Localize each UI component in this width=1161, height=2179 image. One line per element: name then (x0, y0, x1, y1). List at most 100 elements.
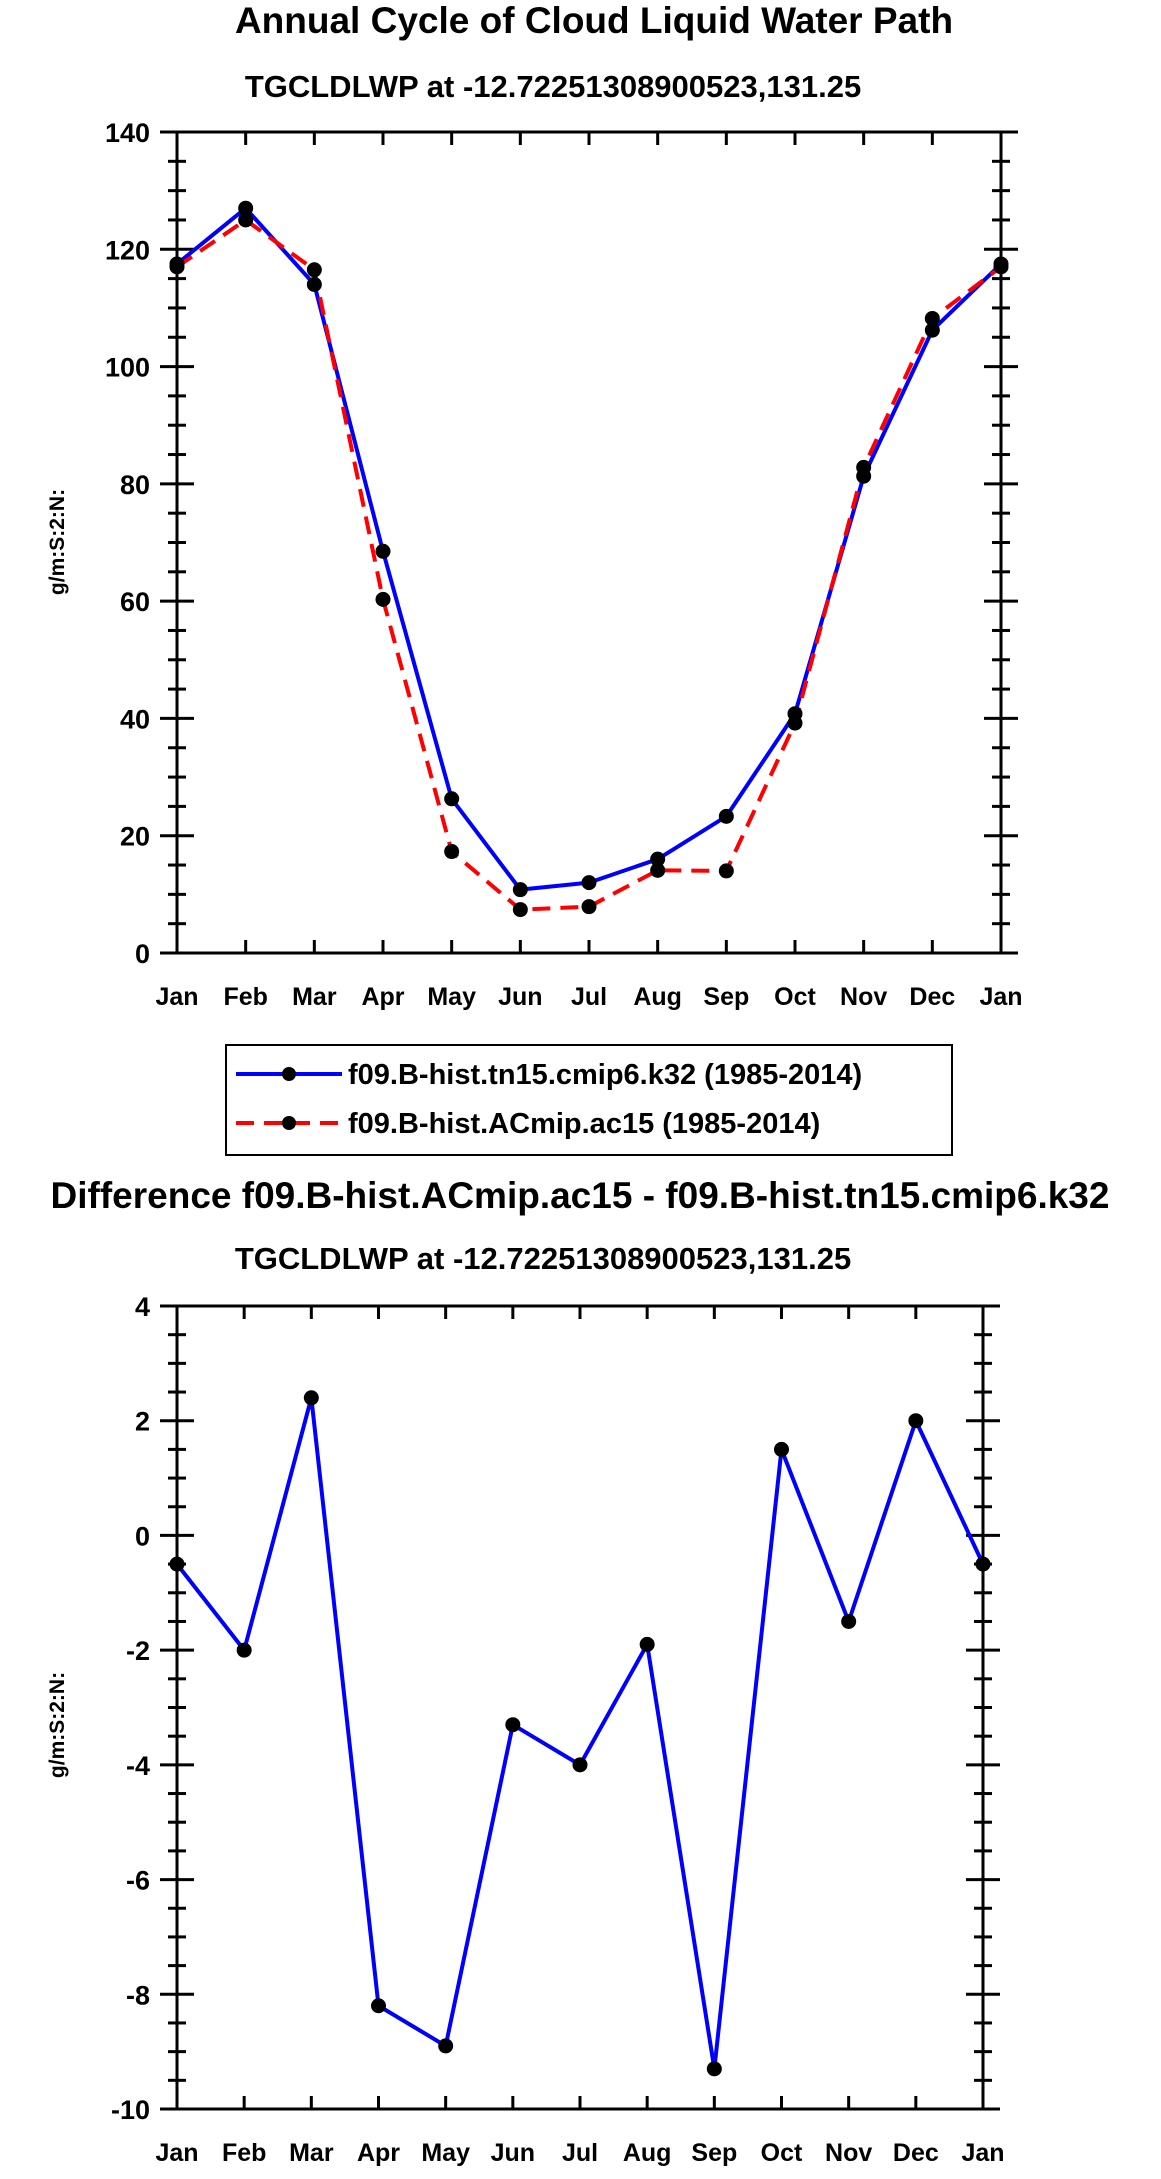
panel1-x-tick-label: Oct (774, 983, 816, 1011)
panel1-y-tick-label: 100 (105, 353, 150, 383)
legend-marker-ac15 (282, 1116, 296, 1130)
annual-cycle-panel: TGCLDLWP at -12.72251308900523,131.25 g/… (46, 69, 1023, 1011)
panel1-x-tick-label: Nov (840, 983, 887, 1011)
panel1-series-0-point (375, 543, 391, 559)
panel1-x-tick-label: Jan (155, 983, 198, 1011)
panel1-x-tick-label: Jul (571, 983, 607, 1011)
panel2-x-tick-label: Jan (155, 2139, 198, 2167)
panel2-series-0-point (908, 1413, 924, 1429)
panel2-series-line-0 (175, 1395, 985, 2071)
legend-marker-tn15 (282, 1067, 296, 1081)
panel2-series-0-point (841, 1613, 857, 1629)
panel1-y-tick-label: 40 (120, 704, 150, 734)
panel1-x-tick-label: Apr (361, 983, 404, 1011)
panel1-y-tick-labels: 0 20 40 60 80 100 120 140 (105, 118, 150, 969)
panel1-x-tick-label: Aug (633, 983, 682, 1011)
panel1-series-1-point (718, 863, 734, 879)
panel1-x-tick-label: Dec (909, 983, 955, 1011)
difference-panel: TGCLDLWP at -12.72251308900523,131.25 g/… (46, 1241, 1005, 2167)
panel2-series-0-point (572, 1757, 588, 1773)
panel2-series-0-point (774, 1441, 789, 1457)
panel1-x-tick-label: Jan (979, 983, 1022, 1011)
panel2-y-tick-label: -8 (126, 1980, 150, 2010)
panel1-series-1-point (444, 844, 460, 860)
panel2-x-tick-label: Mar (289, 2139, 334, 2167)
panel1-series (169, 200, 1009, 918)
panel1-x-tick-label: Feb (223, 983, 267, 1011)
panel2-series-0-point (438, 2038, 454, 2054)
panel2-y-tick-label: -2 (126, 1636, 150, 1666)
panel2-x-tick-label: Oct (761, 2139, 803, 2167)
panel2-x-tick-label: Jan (961, 2139, 1004, 2167)
panel2-y-tick-label: 2 (135, 1407, 150, 1437)
panel1-y-axis-label: g/m:S:2:N: (46, 489, 69, 595)
panel2-series-0-point (505, 1717, 521, 1733)
panel2-x-tick-label: Dec (893, 2139, 939, 2167)
panel2-x-tick-labels: Jan Feb Mar Apr May Jun Jul Aug Sep Oct Nov Dec Jan (155, 2139, 1004, 2167)
panel2-series-0-point (639, 1636, 655, 1652)
panel2-subtitle: TGCLDLWP at -12.72251308900523,131.25 (235, 1241, 851, 1276)
panel1-series-0-point (718, 808, 734, 824)
panel1-series-1-point (375, 591, 391, 607)
panel1-series-0-point (650, 851, 666, 867)
panel1-series-0-point (512, 882, 528, 898)
legend-label-ac15: f09.B-hist.ACmip.ac15 (1985-2014) (348, 1108, 820, 1140)
panel1-series-0-point (444, 791, 460, 807)
legend-label-tn15: f09.B-hist.tn15.cmip6.k32 (1985-2014) (348, 1059, 862, 1091)
panel1-series-line-0 (175, 206, 1003, 892)
panel2-plot-frame (175, 1304, 985, 2111)
panel1-x-tick-label: Mar (292, 983, 337, 1011)
panel2-y-tick-label: 4 (135, 1292, 150, 1322)
panel1-y-tick-label: 120 (105, 235, 150, 265)
panel1-series-1-point (787, 715, 803, 731)
panel1-subtitle: TGCLDLWP at -12.72251308900523,131.25 (245, 69, 861, 104)
panel1-series-line-1 (175, 217, 1003, 912)
panel2-ticks (160, 1304, 1000, 2111)
panel2-x-tick-label: Jul (562, 2139, 598, 2167)
panel2-x-tick-label: Nov (825, 2139, 872, 2167)
panel2-y-tick-label: 0 (135, 1521, 150, 1551)
panel1-plot-frame (175, 130, 1003, 955)
panel2-series-0-point (236, 1642, 252, 1658)
legend: f09.B-hist.tn15.cmip6.k32 (1985-2014) f0… (225, 1044, 953, 1156)
panel2-x-tick-label: May (421, 2139, 470, 2167)
legend-box (225, 1044, 953, 1156)
panel2-x-tick-label: Aug (623, 2139, 672, 2167)
panel2-y-tick-labels: -10 -8 -6 -4 -2 0 2 4 (111, 1292, 150, 2125)
panel2-y-tick-label: -10 (111, 2095, 150, 2125)
panel1-series-1-point (856, 459, 872, 475)
panel1-x-tick-labels: Jan Feb Mar Apr May Jun Jul Aug Sep Oct Nov Dec Jan (155, 983, 1022, 1011)
panel2-x-tick-label: Apr (357, 2139, 400, 2167)
panel1-series-1-point (512, 902, 528, 918)
panel1-y-tick-label: 20 (120, 822, 150, 852)
panel1-series-0-point (924, 322, 940, 338)
panel1-y-tick-label: 0 (135, 939, 150, 969)
panel1-series-0-point (581, 875, 597, 891)
main-title: Annual Cycle of Cloud Liquid Water Path (235, 0, 953, 41)
panel1-x-tick-label: Jun (498, 983, 542, 1011)
panel1-x-tick-label: May (427, 983, 476, 1011)
panel1-y-tick-label: 80 (120, 470, 150, 500)
panel1-series-1-point (581, 899, 597, 915)
panel2-series-0-point (371, 1998, 386, 2014)
panel1-series-1-point (306, 262, 322, 278)
diff-title: Difference f09.B-hist.ACmip.ac15 - f09.B… (51, 1175, 1110, 1216)
panel1-y-tick-label: 140 (105, 118, 150, 148)
panel2-x-tick-label: Jun (491, 2139, 535, 2167)
panel2-y-axis-label: g/m:S:2:N: (46, 1672, 69, 1778)
panel1-series-1-point (924, 310, 940, 326)
panel2-x-tick-label: Sep (691, 2139, 737, 2167)
panel2-y-tick-label: -4 (126, 1751, 150, 1781)
panel1-series-1-point (238, 212, 254, 228)
panel1-series-0-point (306, 276, 322, 292)
panel2-series-0-point (706, 2061, 722, 2077)
panel1-series-0-point (238, 200, 254, 216)
panel1-x-tick-label: Sep (703, 983, 749, 1011)
panel2-series (169, 1390, 991, 2077)
panel1-y-tick-label: 60 (120, 587, 150, 617)
panel2-series-0-point (303, 1390, 319, 1406)
panel1-series-1-point (650, 862, 666, 878)
panel2-x-tick-label: Feb (222, 2139, 266, 2167)
panel2-y-tick-label: -6 (126, 1866, 150, 1896)
